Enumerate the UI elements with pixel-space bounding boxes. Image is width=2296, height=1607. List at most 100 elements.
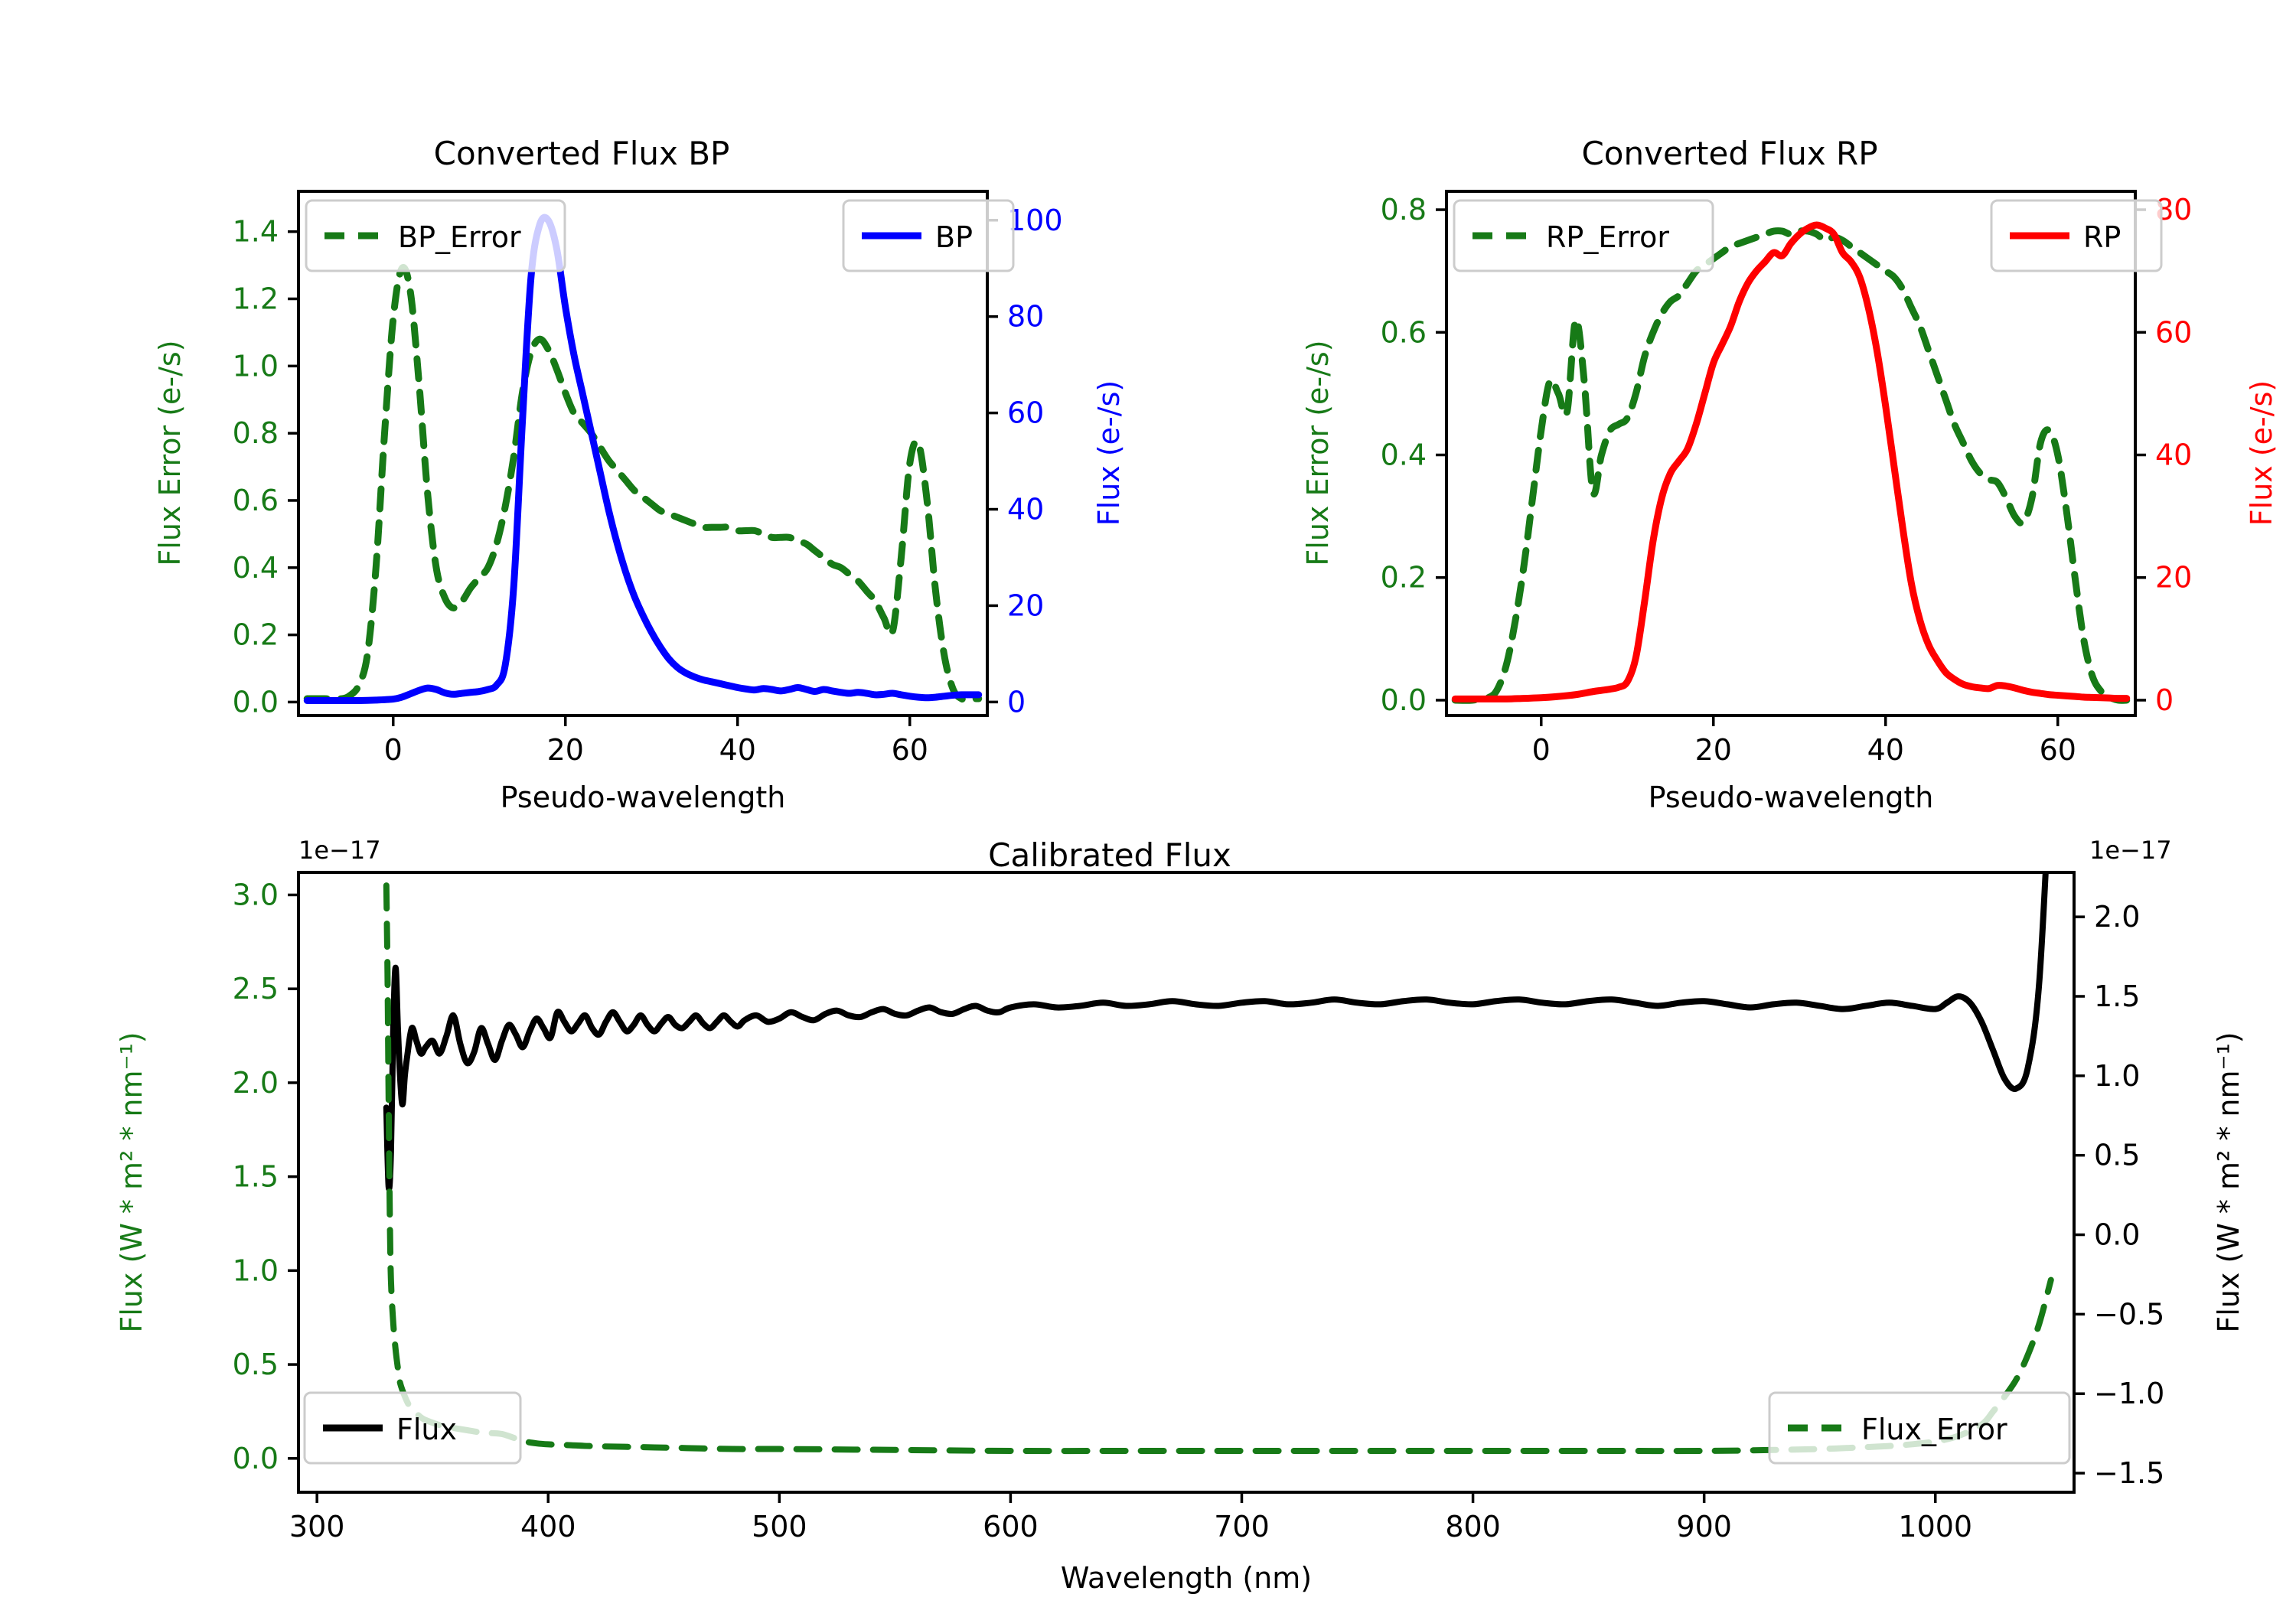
series-line-rp	[1451, 221, 2131, 702]
bp-legend-right[interactable]: BP	[842, 199, 1015, 272]
bp-legend-label: BP	[935, 220, 973, 254]
x-tick-label: 40	[1867, 733, 1904, 767]
cal-legend-right[interactable]: Flux_Error	[1768, 1391, 2071, 1465]
rp-legend-label: RP	[2083, 220, 2121, 254]
series-line-bp	[303, 214, 983, 705]
x-tick-label: 700	[1214, 1510, 1270, 1543]
y-tick-label: 1.2	[233, 282, 279, 316]
y-tick-label: 1.5	[233, 1160, 279, 1194]
rp-left-tick-group: 0.0 0.2 0.4 0.6 0.8	[1381, 193, 1446, 717]
series-line-flux	[383, 874, 2049, 1192]
cal-right-tick-group: −1.5 −1.0 −0.5 0.0 0.5 1.0 1.5 2.0	[2074, 900, 2164, 1490]
x-tick-label: 300	[289, 1510, 345, 1543]
y-tick-label-right: 20	[1007, 588, 1044, 622]
y-tick-label: 1.0	[233, 1253, 279, 1287]
y-tick-label: 3.0	[233, 878, 279, 911]
x-tick-label: 60	[892, 733, 928, 767]
x-tick-label: 900	[1676, 1510, 1732, 1543]
y-tick-label-right: 60	[2155, 315, 2192, 349]
series-line-bp_error	[303, 264, 983, 703]
series-line-flux_error	[383, 882, 2054, 1455]
x-tick-label: 60	[2040, 733, 2076, 767]
cal-offset-left: 1e−17	[298, 836, 381, 865]
y-tick-label: 0.5	[233, 1348, 279, 1381]
x-tick-label: 20	[1695, 733, 1732, 767]
y-tick-label-right: 20	[2155, 561, 2192, 595]
panel-calibrated-flux: Calibrated Flux 1e−17 1e−17 0.0 0.5 1.0 1.5…	[0, 826, 2296, 1607]
cal-xlabel: Wavelength (nm)	[1061, 1561, 1312, 1595]
x-tick-label: 40	[719, 733, 756, 767]
flux-error-legend-label: Flux_Error	[1861, 1413, 2007, 1446]
x-tick-label: 600	[983, 1510, 1039, 1543]
bp-right-tick-group: 0 20 40 60 80 100	[987, 204, 1063, 719]
rp-plot-frame	[1445, 190, 2137, 717]
cal-offset-right: 1e−17	[2089, 836, 2172, 865]
x-tick-label: 500	[752, 1510, 807, 1543]
panel-converted-flux-rp: Converted Flux RP 0.0 0.2 0.4 0.6 0.8 0 20 40 6…	[1148, 0, 2296, 826]
bp-error-legend-label: BP_Error	[398, 220, 521, 254]
bp-xlabel: Pseudo-wavelength	[501, 781, 786, 814]
y-tick-label: 0.4	[1381, 438, 1427, 472]
y-tick-label-right: 40	[1007, 493, 1044, 526]
y-tick-label: 0.2	[1381, 561, 1427, 595]
y-tick-label: 0.6	[233, 484, 279, 517]
y-tick-label: 2.0	[233, 1066, 279, 1100]
y-tick-label-right: 2.0	[2094, 900, 2140, 934]
cal-svg: Calibrated Flux 1e−17 1e−17 0.0 0.5 1.0 1.5…	[115, 836, 2245, 1595]
y-tick-label-right: 40	[2155, 438, 2192, 472]
cal-title: Calibrated Flux	[988, 836, 1231, 874]
y-tick-label-right: 1.0	[2094, 1059, 2140, 1093]
y-tick-label: 2.5	[233, 972, 279, 1006]
y-tick-label: 0.4	[233, 551, 279, 585]
cal-curve-group	[383, 874, 2054, 1455]
cal-ylabel-left: Flux (W * m² * nm⁻¹)	[115, 1032, 148, 1332]
y-tick-label: 0.6	[1381, 315, 1427, 349]
rp-ylabel-left: Flux Error (e-/s)	[1301, 340, 1335, 566]
rp-error-legend-label: RP_Error	[1546, 220, 1669, 254]
bp-svg: Converted Flux BP 0.0 0.2 0.4 0.6 0.8 1.0 1.2 1…	[153, 135, 1126, 814]
bp-ylabel-left: Flux Error (e-/s)	[153, 340, 187, 566]
y-tick-label: 0.0	[233, 1442, 279, 1475]
y-tick-label-right: 60	[1007, 396, 1044, 430]
y-tick-label: 0.8	[1381, 193, 1427, 227]
y-tick-label-right: −1.0	[2094, 1377, 2164, 1410]
bp-ylabel-right: Flux (e-/s)	[1092, 380, 1126, 526]
y-tick-label: 0.2	[233, 618, 279, 652]
bp-left-tick-group: 0.0 0.2 0.4 0.6 0.8 1.0 1.2 1.4	[233, 215, 298, 719]
rp-title: Converted Flux RP	[1581, 135, 1877, 172]
y-tick-label: 0.0	[1381, 683, 1427, 717]
y-tick-label-right: −1.5	[2094, 1456, 2164, 1490]
panel-converted-flux-bp: Converted Flux BP 0.0 0.2 0.4 0.6 0.8 1.0 1.2 1…	[0, 0, 1148, 826]
y-tick-label-right: −0.5	[2094, 1297, 2164, 1331]
flux-legend-label: Flux	[396, 1413, 457, 1446]
bp-title: Converted Flux BP	[434, 135, 730, 172]
x-tick-label: 20	[547, 733, 584, 767]
rp-x-tick-group: 0 20 40 60	[1532, 715, 2076, 767]
cal-plot-frame	[297, 871, 2076, 1494]
rp-legend-right[interactable]: RP	[1990, 199, 2163, 272]
x-tick-label: 400	[520, 1510, 576, 1543]
y-tick-label-right: 100	[1007, 204, 1063, 237]
y-tick-label: 0.8	[233, 416, 279, 450]
y-tick-label-right: 1.5	[2094, 980, 2140, 1013]
rp-curve-group	[1451, 221, 2131, 704]
bp-legend-left[interactable]: BP_Error	[305, 199, 566, 272]
y-tick-label: 1.0	[233, 349, 279, 383]
y-tick-label: 0.0	[233, 685, 279, 719]
x-tick-label: 0	[384, 733, 403, 767]
y-tick-label-right: 0.5	[2094, 1139, 2140, 1172]
cal-legend-left[interactable]: Flux	[303, 1391, 522, 1465]
rp-xlabel: Pseudo-wavelength	[1649, 781, 1934, 814]
y-tick-label-right: 0	[2155, 683, 2174, 717]
cal-left-tick-group: 0.0 0.5 1.0 1.5 2.0 2.5 3.0	[233, 878, 298, 1475]
rp-legend-left[interactable]: RP_Error	[1453, 199, 1714, 272]
cal-ylabel-right: Flux (W * m² * nm⁻¹)	[2212, 1032, 2245, 1332]
y-tick-label-right: 0	[1007, 685, 1026, 719]
cal-x-tick-group: 300 400 500 600 700 800 900 1000	[289, 1492, 1972, 1543]
x-tick-label: 800	[1445, 1510, 1501, 1543]
bp-plot-frame	[297, 190, 989, 717]
rp-svg: Converted Flux RP 0.0 0.2 0.4 0.6 0.8 0 20 40 6…	[1301, 135, 2278, 814]
y-tick-label-right: 80	[1007, 300, 1044, 334]
bp-x-tick-group: 0 20 40 60	[384, 715, 928, 767]
x-tick-label: 0	[1532, 733, 1551, 767]
